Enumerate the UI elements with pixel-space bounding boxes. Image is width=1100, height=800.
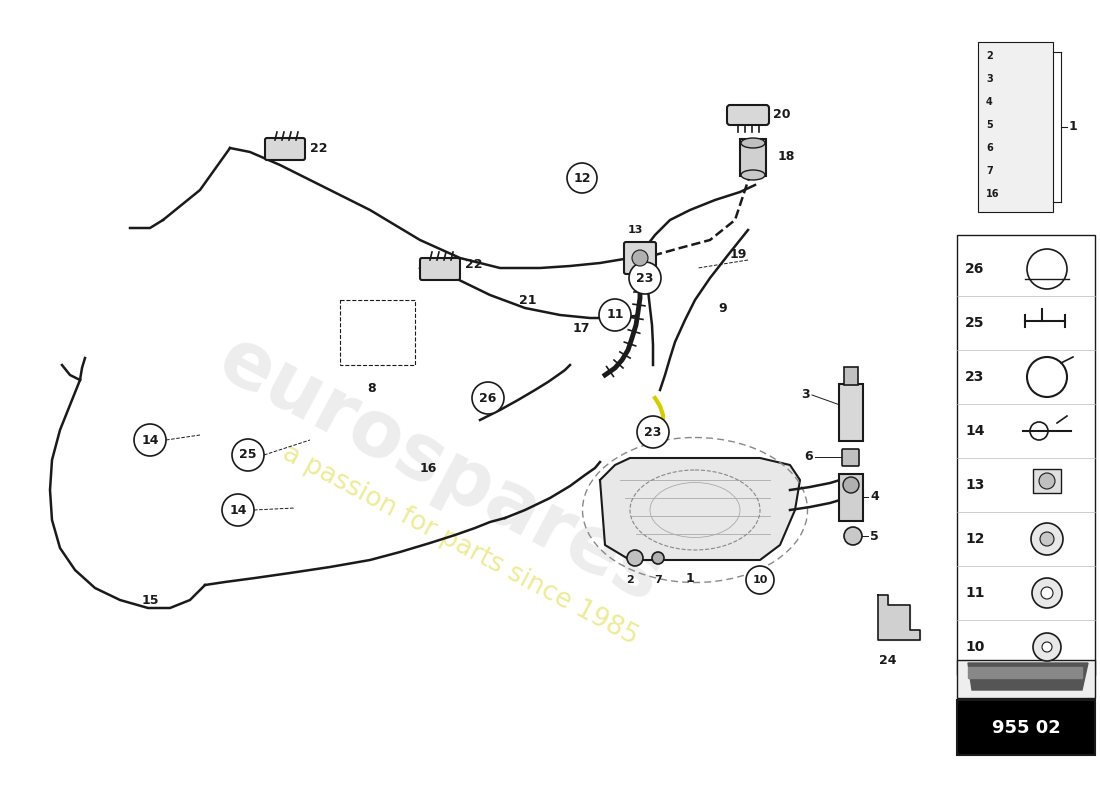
Text: 20: 20 [773, 109, 791, 122]
Circle shape [844, 527, 862, 545]
Text: 10: 10 [965, 640, 985, 654]
FancyBboxPatch shape [957, 700, 1094, 755]
Text: 14: 14 [229, 503, 246, 517]
FancyBboxPatch shape [1033, 469, 1062, 493]
Circle shape [1033, 633, 1062, 661]
Text: 3: 3 [986, 74, 992, 84]
Circle shape [1040, 532, 1054, 546]
Text: 1: 1 [685, 571, 694, 585]
Text: 11: 11 [965, 586, 985, 600]
FancyBboxPatch shape [957, 660, 1094, 698]
Text: 23: 23 [965, 370, 985, 384]
Text: 14: 14 [141, 434, 158, 446]
FancyBboxPatch shape [978, 42, 1053, 212]
FancyBboxPatch shape [844, 367, 858, 385]
Circle shape [566, 163, 597, 193]
Text: 1: 1 [1069, 121, 1078, 134]
Circle shape [627, 550, 644, 566]
Text: a passion for parts since 1985: a passion for parts since 1985 [278, 440, 642, 650]
FancyBboxPatch shape [839, 384, 864, 441]
Text: 24: 24 [879, 654, 896, 666]
Text: 25: 25 [965, 316, 985, 330]
Circle shape [843, 477, 859, 493]
Text: 2: 2 [986, 51, 992, 61]
FancyBboxPatch shape [420, 258, 460, 280]
Text: 13: 13 [965, 478, 985, 492]
FancyBboxPatch shape [265, 138, 305, 160]
Text: eurospares: eurospares [206, 321, 674, 619]
Polygon shape [600, 458, 800, 560]
Circle shape [600, 299, 631, 331]
Text: 3: 3 [802, 389, 810, 402]
Circle shape [746, 566, 774, 594]
FancyBboxPatch shape [740, 139, 766, 176]
Text: 14: 14 [965, 424, 985, 438]
Polygon shape [968, 663, 1088, 690]
Text: 25: 25 [240, 449, 256, 462]
Text: 7: 7 [986, 166, 992, 176]
Text: 22: 22 [310, 142, 328, 154]
Circle shape [232, 439, 264, 471]
Circle shape [1031, 523, 1063, 555]
Text: 5: 5 [870, 530, 879, 542]
FancyBboxPatch shape [624, 242, 656, 274]
Text: 16: 16 [419, 462, 437, 474]
Polygon shape [878, 595, 920, 640]
Text: 26: 26 [480, 391, 497, 405]
Circle shape [222, 494, 254, 526]
Text: 4: 4 [870, 490, 879, 503]
Text: 23: 23 [645, 426, 662, 438]
Text: 15: 15 [141, 594, 158, 606]
Text: 23: 23 [636, 271, 653, 285]
Text: 22: 22 [465, 258, 483, 271]
FancyBboxPatch shape [727, 105, 769, 125]
Circle shape [637, 416, 669, 448]
Text: 21: 21 [519, 294, 537, 306]
Circle shape [472, 382, 504, 414]
Circle shape [1041, 587, 1053, 599]
Circle shape [632, 250, 648, 266]
Text: 19: 19 [730, 249, 747, 262]
Text: 12: 12 [573, 171, 591, 185]
Text: 18: 18 [778, 150, 795, 163]
FancyBboxPatch shape [839, 474, 864, 521]
Ellipse shape [741, 170, 764, 180]
Circle shape [1042, 642, 1052, 652]
Text: 16: 16 [986, 190, 1000, 199]
Circle shape [629, 262, 661, 294]
Text: 11: 11 [606, 309, 624, 322]
Text: 13: 13 [627, 225, 642, 235]
FancyBboxPatch shape [957, 235, 1094, 675]
Text: 5: 5 [986, 120, 992, 130]
Text: 955 02: 955 02 [991, 719, 1060, 737]
Polygon shape [968, 667, 1082, 678]
Circle shape [134, 424, 166, 456]
Text: 6: 6 [986, 143, 992, 154]
Text: 4: 4 [986, 97, 992, 107]
FancyBboxPatch shape [842, 449, 859, 466]
Text: 8: 8 [367, 382, 376, 394]
Circle shape [1032, 578, 1062, 608]
Text: 10: 10 [752, 575, 768, 585]
Text: 2: 2 [626, 575, 634, 585]
Text: 12: 12 [965, 532, 985, 546]
Text: 7: 7 [654, 575, 662, 585]
Ellipse shape [741, 138, 764, 148]
Circle shape [652, 552, 664, 564]
Text: 26: 26 [965, 262, 985, 276]
Text: 9: 9 [718, 302, 727, 314]
Text: 6: 6 [804, 450, 813, 463]
Text: 17: 17 [572, 322, 590, 334]
Circle shape [1040, 473, 1055, 489]
